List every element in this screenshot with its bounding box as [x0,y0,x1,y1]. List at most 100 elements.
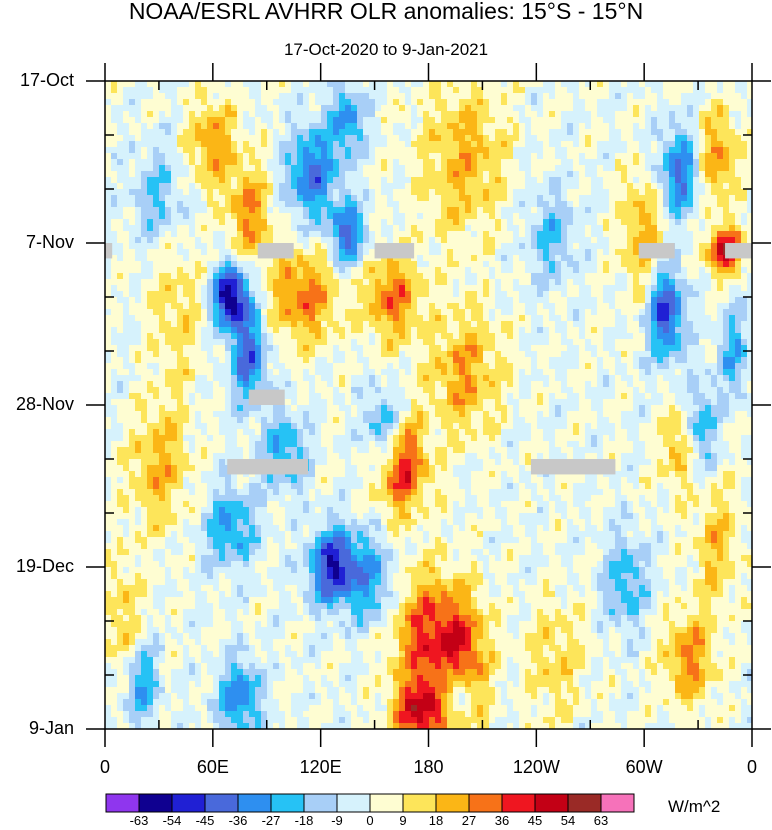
field-cell [423,207,430,214]
field-cell [267,87,274,94]
field-cell [141,105,148,112]
field-cell [723,333,730,340]
field-cell [717,81,724,88]
field-cell [549,135,556,142]
field-cell [693,219,700,226]
field-cell [711,129,718,136]
field-cell [447,231,454,238]
field-cell [123,201,130,208]
field-cell [531,219,538,226]
field-cell [249,147,256,154]
field-cell [471,159,478,166]
field-cell [645,297,652,304]
field-cell [729,327,736,334]
field-cell [165,297,172,304]
field-cell [447,129,454,136]
field-cell [231,249,238,256]
field-cell [369,345,376,352]
field-cell [441,189,448,196]
field-cell [201,321,208,328]
field-cell [117,273,124,280]
field-cell [699,177,706,184]
field-cell [261,93,268,100]
field-cell [693,321,700,328]
field-cell [549,183,556,190]
field-cell [645,321,652,328]
field-cell [435,219,442,226]
field-cell [465,219,472,226]
field-cell [249,243,256,250]
field-cell [213,87,220,94]
field-cell [531,225,538,232]
field-cell [471,201,478,208]
field-cell [543,87,550,94]
field-cell [663,111,670,118]
field-cell [699,135,706,142]
field-cell [603,105,610,112]
field-cell [465,135,472,142]
field-cell [621,87,628,94]
field-cell [411,141,418,148]
field-cell [633,159,640,166]
field-cell [177,267,184,274]
field-cell [285,273,292,280]
field-cell [621,273,628,280]
field-cell [609,345,616,352]
field-cell [525,165,532,172]
field-cell [501,303,508,310]
field-cell [447,117,454,124]
field-cell [657,123,664,130]
field-cell [315,111,322,118]
field-cell [321,117,328,124]
field-cell [393,195,400,202]
field-cell [105,231,112,238]
field-cell [351,171,358,178]
field-cell [639,129,646,136]
field-cell [255,81,262,88]
field-cell [387,99,394,106]
field-cell [123,267,130,274]
field-cell [135,219,142,226]
field-cell [207,327,214,334]
field-cell [639,123,646,130]
field-cell [501,117,508,124]
field-cell [393,171,400,178]
field-cell [369,243,376,250]
field-cell [267,231,274,238]
field-cell [375,207,382,214]
field-cell [267,357,274,364]
field-cell [273,303,280,310]
field-cell [219,273,226,280]
field-cell [717,189,724,196]
field-cell [663,225,670,232]
field-cell [399,273,406,280]
field-cell [201,159,208,166]
field-cell [645,117,652,124]
field-cell [399,213,406,220]
field-cell [465,231,472,238]
field-cell [177,303,184,310]
field-cell [339,135,346,142]
field-cell [345,315,352,322]
field-cell [477,249,484,256]
field-cell [297,135,304,142]
field-cell [153,273,160,280]
field-cell [333,303,340,310]
field-cell [207,201,214,208]
field-cell [615,183,622,190]
field-cell [543,255,550,262]
field-cell [345,129,352,136]
field-cell [267,99,274,106]
field-cell [327,99,334,106]
field-cell [189,303,196,310]
field-cell [699,81,706,88]
field-cell [579,159,586,166]
field-cell [729,183,736,190]
field-cell [729,291,736,298]
field-cell [105,99,112,106]
field-cell [297,345,304,352]
field-cell [675,261,682,268]
field-cell [579,255,586,262]
field-cell [615,297,622,304]
field-cell [591,207,598,214]
